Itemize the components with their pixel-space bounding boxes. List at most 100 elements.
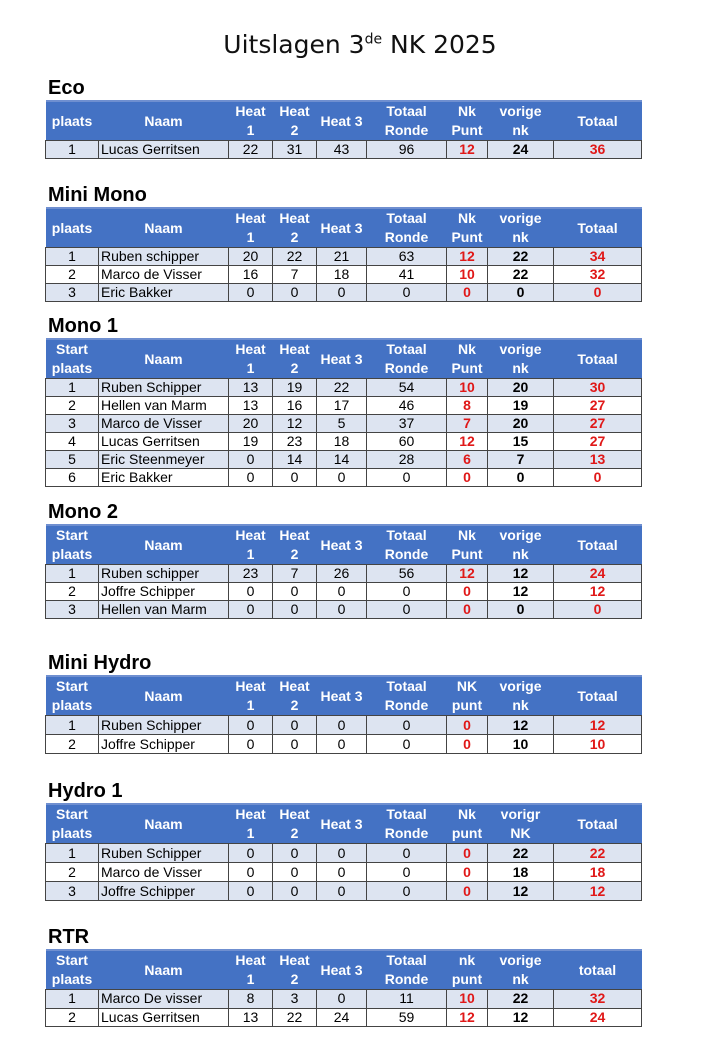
total-cell: 34 bbox=[553, 247, 642, 266]
heat-1-cell: 8 bbox=[228, 989, 273, 1009]
column-header: Heat 1 bbox=[228, 338, 273, 379]
column-header: Totaal Ronde bbox=[366, 675, 447, 716]
results-table: Start plaats Naam Heat 1 Heat 2 Heat 3 Totaal… bbox=[45, 675, 642, 754]
table-header-row: Start plaats Naam Heat 1 Heat 2 Heat 3 Totaal… bbox=[45, 338, 642, 379]
heat-2-cell: 7 bbox=[272, 265, 317, 284]
column-header: Heat 3 bbox=[316, 949, 367, 990]
previous-nk-cell: 12 bbox=[487, 1007, 554, 1027]
total-round-cell: 0 bbox=[366, 843, 447, 863]
column-header: Heat 3 bbox=[316, 338, 367, 379]
heat-1-cell: 0 bbox=[228, 283, 273, 302]
total-round-cell: 28 bbox=[366, 450, 447, 469]
heat-2-cell: 3 bbox=[272, 989, 317, 1009]
heat-1-cell: 0 bbox=[228, 881, 273, 901]
total-round-cell: 0 bbox=[366, 881, 447, 901]
heat-2-cell: 19 bbox=[272, 378, 317, 397]
name-cell: Joffre Schipper bbox=[98, 734, 229, 754]
heat-3-cell: 24 bbox=[316, 1007, 367, 1027]
column-header: Naam bbox=[98, 803, 229, 844]
nk-points-cell: 6 bbox=[446, 450, 488, 469]
column-header: Totaal Ronde bbox=[366, 524, 447, 565]
previous-nk-cell: 18 bbox=[487, 862, 554, 882]
column-header: Totaal Ronde bbox=[366, 207, 447, 248]
name-cell: Hellen van Marm bbox=[98, 396, 229, 415]
column-header: Heat 3 bbox=[316, 675, 367, 716]
column-header: vorigr NK bbox=[487, 803, 554, 844]
heat-3-cell: 22 bbox=[316, 378, 367, 397]
column-header: Totaal Ronde bbox=[366, 100, 447, 141]
heat-1-cell: 0 bbox=[228, 734, 273, 754]
column-header: Naam bbox=[98, 524, 229, 565]
results-section-mono-2: Mono 2 Start plaats Naam Heat 1 Heat 2 Heat 3… bbox=[45, 500, 642, 619]
previous-nk-cell: 0 bbox=[487, 283, 554, 302]
total-round-cell: 37 bbox=[366, 414, 447, 433]
previous-nk-cell: 12 bbox=[487, 715, 554, 735]
heat-3-cell: 18 bbox=[316, 265, 367, 284]
heat-1-cell: 13 bbox=[228, 1007, 273, 1027]
previous-nk-cell: 22 bbox=[487, 843, 554, 863]
place-cell: 3 bbox=[45, 600, 99, 619]
place-cell: 4 bbox=[45, 432, 99, 451]
heat-3-cell: 5 bbox=[316, 414, 367, 433]
table-row: 1 Ruben schipper 23 7 26 56 12 12 24 bbox=[45, 564, 642, 583]
nk-points-cell: 0 bbox=[446, 715, 488, 735]
column-header: Totaal bbox=[553, 803, 642, 844]
results-table: plaats Naam Heat 1 Heat 2 Heat 3 Totaal Ronde… bbox=[45, 100, 642, 159]
column-header: Totaal Ronde bbox=[366, 338, 447, 379]
total-cell: 13 bbox=[553, 450, 642, 469]
total-cell: 27 bbox=[553, 396, 642, 415]
section-heading: Mini Hydro bbox=[48, 652, 152, 674]
name-cell: Eric Bakker bbox=[98, 283, 229, 302]
column-header: Naam bbox=[98, 207, 229, 248]
column-header: Heat 1 bbox=[228, 207, 273, 248]
heat-2-cell: 0 bbox=[272, 582, 317, 601]
heat-2-cell: 22 bbox=[272, 1007, 317, 1027]
column-header: NK punt bbox=[446, 675, 488, 716]
nk-points-cell: 12 bbox=[446, 432, 488, 451]
table-row: 3 Eric Bakker 0 0 0 0 0 0 0 bbox=[45, 283, 642, 302]
table-row: 1 Ruben Schipper 13 19 22 54 10 20 30 bbox=[45, 378, 642, 397]
heat-1-cell: 0 bbox=[228, 450, 273, 469]
title-text: Uitslagen 3 bbox=[223, 30, 365, 59]
previous-nk-cell: 15 bbox=[487, 432, 554, 451]
section-heading: Mono 1 bbox=[48, 315, 118, 337]
table-row: 1 Marco De visser 8 3 0 11 10 22 32 bbox=[45, 989, 642, 1009]
table-row: 4 Lucas Gerritsen 19 23 18 60 12 15 27 bbox=[45, 432, 642, 451]
column-header: Start plaats bbox=[45, 675, 99, 716]
total-round-cell: 0 bbox=[366, 862, 447, 882]
column-header: Totaal bbox=[553, 100, 642, 141]
table-header-row: Start plaats Naam Heat 1 Heat 2 Heat 3 Totaal… bbox=[45, 803, 642, 844]
table-header-row: Start plaats Naam Heat 1 Heat 2 Heat 3 Totaal… bbox=[45, 949, 642, 990]
previous-nk-cell: 20 bbox=[487, 378, 554, 397]
table-row: 2 Lucas Gerritsen 13 22 24 59 12 12 24 bbox=[45, 1007, 642, 1027]
heat-1-cell: 20 bbox=[228, 247, 273, 266]
total-round-cell: 41 bbox=[366, 265, 447, 284]
column-header: vorige nk bbox=[487, 207, 554, 248]
table-row: 5 Eric Steenmeyer 0 14 14 28 6 7 13 bbox=[45, 450, 642, 469]
column-header: Start plaats bbox=[45, 949, 99, 990]
column-header: Start plaats bbox=[45, 524, 99, 565]
heat-2-cell: 0 bbox=[272, 881, 317, 901]
table-row: 2 Marco de Visser 16 7 18 41 10 22 32 bbox=[45, 265, 642, 284]
section-heading: Mono 2 bbox=[48, 501, 118, 523]
total-cell: 32 bbox=[553, 989, 642, 1009]
nk-points-cell: 0 bbox=[446, 862, 488, 882]
previous-nk-cell: 12 bbox=[487, 564, 554, 583]
previous-nk-cell: 19 bbox=[487, 396, 554, 415]
nk-points-cell: 0 bbox=[446, 283, 488, 302]
nk-points-cell: 12 bbox=[446, 564, 488, 583]
column-header: Heat 2 bbox=[272, 338, 317, 379]
column-header: Start plaats bbox=[45, 803, 99, 844]
column-header: Heat 2 bbox=[272, 803, 317, 844]
total-round-cell: 59 bbox=[366, 1007, 447, 1027]
column-header: Totaal Ronde bbox=[366, 803, 447, 844]
column-header: Totaal bbox=[553, 207, 642, 248]
column-header: Heat 2 bbox=[272, 207, 317, 248]
total-cell: 0 bbox=[553, 600, 642, 619]
heat-1-cell: 19 bbox=[228, 432, 273, 451]
heat-3-cell: 0 bbox=[316, 283, 367, 302]
column-header: Totaal Ronde bbox=[366, 949, 447, 990]
column-header: Heat 3 bbox=[316, 207, 367, 248]
column-header: Totaal bbox=[553, 338, 642, 379]
heat-1-cell: 20 bbox=[228, 414, 273, 433]
